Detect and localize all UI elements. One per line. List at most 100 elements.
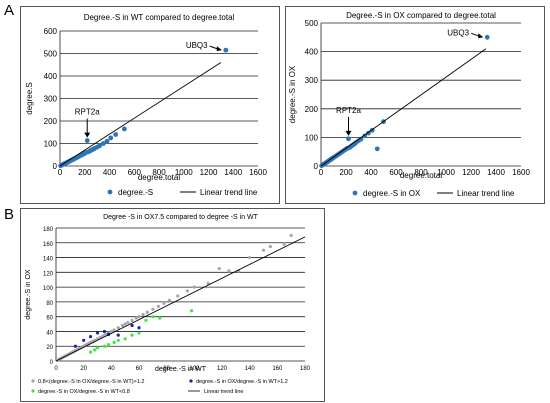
data-point <box>93 348 97 352</box>
chart-a2-frame <box>285 6 545 204</box>
y-tick-label: 500 <box>305 19 319 28</box>
y-tick-label: 160 <box>43 242 54 248</box>
legend-label: degree.-S in OX/degree.-S in WT>1.2 <box>196 379 288 385</box>
x-axis-label: degree.total <box>138 173 180 182</box>
data-point <box>206 281 210 286</box>
x-tick-label: 600 <box>128 168 142 177</box>
x-tick-label: 20 <box>80 366 87 372</box>
legend-label: Linear trend line <box>200 188 258 197</box>
data-point <box>104 332 108 336</box>
data-point <box>109 329 113 334</box>
annotation-arrowhead <box>478 33 484 39</box>
x-tick-label: 160 <box>272 366 283 372</box>
data-point <box>116 338 120 342</box>
data-point <box>268 244 273 249</box>
x-axis-label: degree.total <box>400 171 442 180</box>
data-point <box>126 320 130 325</box>
y-tick-label: 120 <box>43 271 54 277</box>
annotation-arrowhead <box>216 46 222 52</box>
x-tick-label: 1200 <box>462 168 480 177</box>
chart-title: Degree.-S in WT compared to degree.total <box>84 13 235 22</box>
chart-a2: Degree.-S in OX compared to degree.total… <box>288 11 530 198</box>
x-tick-label: 800 <box>152 168 166 177</box>
data-point <box>185 289 190 293</box>
x-tick-label: 1000 <box>175 168 193 177</box>
legend-swatch <box>107 189 113 195</box>
x-tick-label: 60 <box>136 366 143 372</box>
data-point <box>112 328 116 332</box>
data-point <box>82 338 86 342</box>
y-tick-label: 180 <box>43 227 54 233</box>
y-tick-label: 140 <box>43 257 54 263</box>
data-point <box>346 136 351 142</box>
data-point <box>116 326 120 330</box>
data-point <box>116 333 120 337</box>
data-point <box>123 337 127 341</box>
y-tick-label: 60 <box>46 316 53 322</box>
x-tick-label: 200 <box>339 168 353 177</box>
data-point <box>112 340 116 345</box>
y-tick-label: 300 <box>44 95 58 104</box>
data-point <box>88 335 93 339</box>
annotation-label: UBQ3 <box>186 41 208 50</box>
legend-swatch <box>352 190 358 196</box>
x-tick-label: 120 <box>217 366 228 372</box>
data-point <box>144 318 148 322</box>
y-tick-label: 200 <box>305 105 319 114</box>
chart-title: Degree.-S in OX compared to degree.total <box>346 11 496 20</box>
data-point <box>192 285 196 289</box>
data-point <box>97 143 102 149</box>
x-tick-label: 400 <box>103 168 117 177</box>
data-point <box>84 138 90 143</box>
data-point <box>151 315 155 319</box>
chart-a1: Degree.-S in WT compared to degree.total… <box>25 13 267 197</box>
data-point <box>374 146 380 152</box>
data-point <box>130 333 134 337</box>
data-point <box>95 346 100 350</box>
x-tick-label: 1200 <box>200 168 218 177</box>
y-tick-label: 0 <box>53 162 58 171</box>
data-point <box>484 34 490 40</box>
data-point <box>137 326 141 330</box>
data-point <box>141 312 145 317</box>
data-point <box>113 132 119 137</box>
data-point <box>102 329 107 334</box>
data-point <box>102 344 107 348</box>
x-axis-label: degree.-S in WT <box>155 366 207 373</box>
y-axis-label: degree.-S in OX <box>288 65 297 123</box>
data-point <box>121 126 127 132</box>
y-axis-label: degree.-S in OX <box>25 269 32 320</box>
data-point <box>223 47 229 53</box>
legend-label: Linear trend line <box>457 189 515 198</box>
y-tick-label: 400 <box>44 72 58 81</box>
data-point <box>104 138 110 144</box>
data-point <box>123 322 127 326</box>
legend-swatch <box>31 379 35 383</box>
panel-label-a: A <box>4 2 15 19</box>
y-tick-label: 40 <box>46 330 53 336</box>
y-tick-label: 100 <box>43 286 54 292</box>
data-point <box>261 248 266 252</box>
data-point <box>189 309 194 313</box>
data-point <box>134 316 138 320</box>
chart-b: Degree -S in OX7.5 compared to degree -S… <box>25 214 311 395</box>
chart-a1-frame <box>20 6 280 204</box>
legend-label: Linear trend line <box>204 389 243 395</box>
data-point <box>73 344 77 348</box>
trend-line <box>320 48 487 167</box>
legend-label: degree.-S in OX <box>363 189 421 198</box>
x-tick-label: 100 <box>189 366 200 372</box>
data-point <box>100 141 106 146</box>
y-tick-label: 0 <box>314 162 319 171</box>
y-tick-label: 100 <box>305 133 319 142</box>
data-point <box>88 350 93 354</box>
x-tick-label: 200 <box>78 168 92 177</box>
data-point <box>162 301 166 305</box>
legend-label: degree.-S <box>118 188 153 197</box>
x-tick-label: 400 <box>364 168 378 177</box>
x-tick-label: 600 <box>389 168 403 177</box>
trend-line <box>55 236 306 362</box>
y-tick-label: 600 <box>44 27 58 36</box>
data-point <box>145 310 149 314</box>
x-tick-label: 1600 <box>249 168 267 177</box>
